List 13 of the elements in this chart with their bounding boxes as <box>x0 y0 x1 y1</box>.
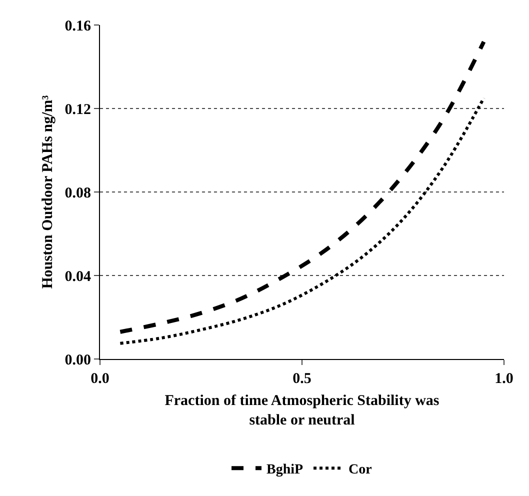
legend-label: BghiP <box>266 462 304 478</box>
y-tick-label: 0.00 <box>64 352 91 368</box>
x-axis-title: Fraction of time Atmospheric Stability was stable or neutral <box>164 393 440 428</box>
y-axis-title: Houston Outdoor PAHs ng/m³ <box>40 94 56 289</box>
y-tick-label: 0.12 <box>64 102 91 118</box>
x-tick-label: 1.0 <box>494 371 514 387</box>
x-tick-label: 0.5 <box>292 371 312 387</box>
line-series <box>118 40 486 334</box>
y-tick-label: 0.04 <box>64 268 92 285</box>
x-tick-label: 0.0 <box>90 371 110 387</box>
y-tick-label: 0.08 <box>64 185 91 202</box>
y-tick-label: 0.16 <box>64 18 92 34</box>
legend-label: Cor <box>348 462 372 478</box>
